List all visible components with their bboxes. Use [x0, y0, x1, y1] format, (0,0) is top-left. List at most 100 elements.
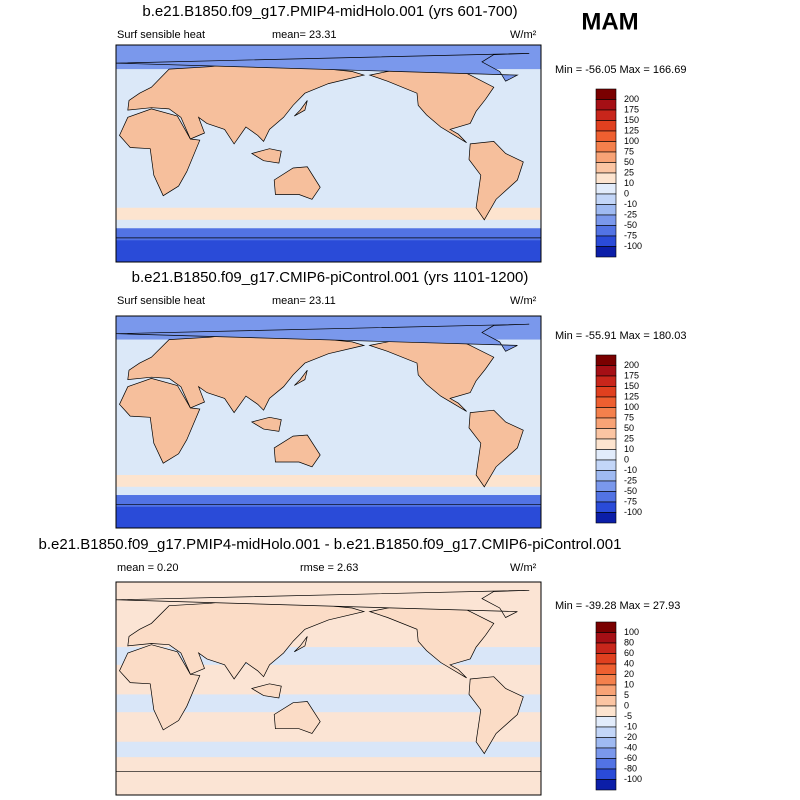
greenland [115, 53, 530, 82]
min-max-label: Min = -56.05 Max = 166.69 [555, 64, 686, 76]
colorbar-label: -10 [624, 465, 637, 475]
colorbar-label: -100 [624, 774, 642, 784]
variable-label: Surf sensible heat [117, 295, 205, 307]
colorbar-label: 80 [624, 637, 634, 647]
colorbar-label: -100 [624, 507, 642, 517]
continent [250, 416, 282, 432]
colorbar-label: 75 [624, 412, 634, 422]
mean-label: mean= 23.11 [272, 295, 336, 307]
colorbar-box [595, 120, 617, 132]
colorbar-label: 10 [624, 444, 634, 454]
panel-title: b.e21.B1850.f09_g17.PMIP4-midHolo.001 (y… [142, 3, 517, 20]
colorbar-label: 25 [624, 167, 634, 177]
colorbar-label: 60 [624, 648, 634, 658]
colorbar-label: -50 [624, 220, 637, 230]
colorbar-label: 75 [624, 146, 634, 156]
colorbar-box [595, 632, 617, 644]
colorbar-label: 0 [624, 188, 629, 198]
continent [119, 644, 201, 731]
colorbar-box [595, 428, 617, 440]
continent [250, 148, 282, 164]
colorbar-box [595, 172, 617, 184]
colorbar-box [595, 758, 617, 770]
colorbar-box [595, 726, 617, 738]
map-frame [115, 44, 542, 263]
min-max-label: Min = -39.28 Max = 27.93 [555, 600, 680, 612]
continent [468, 141, 524, 221]
colorbar-box [595, 663, 617, 675]
colorbar-label: -40 [624, 742, 637, 752]
colorbar-box [595, 449, 617, 461]
colorbar-label: 20 [624, 669, 634, 679]
colorbar-box [595, 480, 617, 492]
colorbar-box [595, 246, 617, 258]
colorbar-box [595, 491, 617, 503]
colorbar-label: 175 [624, 370, 639, 380]
colorbar-box [595, 386, 617, 398]
colorbar-box [595, 417, 617, 429]
southern-band [116, 207, 541, 220]
panel-title: b.e21.B1850.f09_g17.CMIP6-piControl.001 … [132, 269, 529, 286]
colorbar-box [595, 674, 617, 686]
colorbar-box [595, 151, 617, 163]
antarctica [116, 506, 541, 528]
season-label: MAM [581, 8, 638, 35]
colorbar-box [595, 365, 617, 377]
continent [294, 369, 308, 386]
colorbar-box [595, 737, 617, 749]
colorbar-box [595, 407, 617, 419]
antarctica [116, 240, 541, 262]
colorbar-label: -25 [624, 475, 637, 485]
continent [250, 683, 282, 699]
colorbar-label: 40 [624, 658, 634, 668]
colorbar-label: -100 [624, 241, 642, 251]
map [115, 315, 542, 529]
colorbar-box [595, 621, 617, 633]
mean-label: mean= 23.31 [272, 29, 337, 41]
colorbar-label: -75 [624, 230, 637, 240]
colorbar-box [595, 642, 617, 654]
variable-label: Surf sensible heat [117, 29, 205, 41]
colorbar-label: -5 [624, 711, 632, 721]
map [115, 581, 542, 796]
colorbar-box [595, 470, 617, 482]
continent [294, 100, 308, 117]
colorbar-box [595, 162, 617, 174]
units-label: W/m² [510, 295, 537, 307]
colorbar-label: -75 [624, 496, 637, 506]
colorbar-box [595, 130, 617, 142]
colorbar-label: 5 [624, 690, 629, 700]
continent [273, 701, 321, 734]
colorbar-box [595, 705, 617, 717]
colorbar-box [595, 141, 617, 153]
colorbar-box [595, 214, 617, 226]
colorbar-box [595, 354, 617, 366]
colorbar-label: 100 [624, 402, 639, 412]
panel-title: b.e21.B1850.f09_g17.PMIP4-midHolo.001 - … [39, 536, 622, 553]
continent [127, 597, 366, 680]
map-frame [115, 315, 542, 529]
colorbar-box [595, 695, 617, 707]
colorbar-label: 0 [624, 700, 629, 710]
map-frame [115, 581, 542, 796]
continent [127, 330, 366, 414]
southern-band [116, 475, 541, 487]
ocean-band [116, 694, 541, 713]
colorbar-label: 10 [624, 178, 634, 188]
colorbar-label: 50 [624, 157, 634, 167]
continent [273, 434, 321, 468]
continent [273, 166, 321, 200]
continent [468, 409, 524, 488]
colorbar-label: 125 [624, 125, 639, 135]
colorbar-box [595, 396, 617, 408]
mean-label: mean = 0.20 [117, 562, 178, 574]
colorbar-box [595, 716, 617, 728]
colorbar-box [595, 375, 617, 387]
greenland [115, 323, 530, 352]
colorbar-label: -20 [624, 732, 637, 742]
continent [119, 378, 201, 464]
colorbar-box [595, 768, 617, 780]
colorbar-label: -50 [624, 486, 637, 496]
colorbar-box [595, 109, 617, 121]
